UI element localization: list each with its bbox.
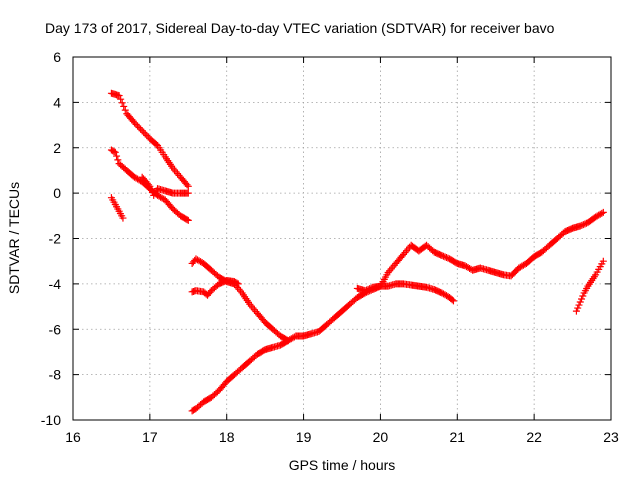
data-point-marker	[439, 252, 447, 260]
data-point-marker	[366, 285, 374, 293]
series-track-g	[188, 208, 607, 415]
data-point-marker	[183, 216, 191, 224]
data-point-marker	[121, 106, 129, 114]
data-point-marker	[581, 220, 589, 228]
data-point-marker	[249, 304, 257, 312]
data-point-marker	[575, 301, 583, 309]
x-tick-label: 21	[449, 429, 465, 445]
y-tick-label: -6	[49, 321, 62, 337]
series-track-e	[188, 255, 292, 345]
data-point-marker	[115, 92, 123, 100]
data-point-marker	[576, 222, 584, 230]
data-point-marker	[119, 214, 127, 222]
data-point-marker	[441, 253, 449, 261]
grid	[73, 57, 611, 420]
data-point-marker	[146, 182, 154, 190]
data-point-marker	[145, 181, 153, 189]
y-tick-label: -10	[41, 412, 61, 428]
x-tick-label: 23	[603, 429, 619, 445]
data-point-marker	[137, 125, 145, 133]
data-point-marker	[250, 306, 258, 314]
data-point-marker	[138, 127, 146, 135]
data-point-marker	[599, 208, 607, 216]
data-point-marker	[598, 209, 606, 217]
data-point-marker	[387, 265, 395, 273]
series-track-h	[353, 280, 457, 305]
data-point-marker	[110, 148, 118, 156]
data-point-marker	[117, 95, 125, 103]
y-tick-label: -4	[49, 276, 62, 292]
data-point-marker	[579, 292, 587, 300]
data-point-marker	[578, 221, 586, 229]
data-point-marker	[134, 122, 142, 130]
axis-ticks: 16 17 18 19 20 21 22 23 -10 -8 -6 -4 -2 0 2 4 6	[41, 49, 619, 445]
y-tick-label: -8	[49, 367, 62, 383]
data-point-marker	[363, 286, 371, 294]
x-tick-label: 16	[65, 429, 81, 445]
data-point-marker	[574, 304, 582, 312]
data-point-marker	[111, 148, 119, 156]
data-point-marker	[135, 124, 143, 132]
data-point-marker	[449, 297, 457, 305]
data-point-marker	[235, 285, 243, 293]
data-point-marker	[438, 252, 446, 260]
y-tick-label: 0	[53, 185, 61, 201]
data-point-marker	[361, 287, 369, 295]
data-point-marker	[578, 295, 586, 303]
x-tick-label: 18	[219, 429, 235, 445]
series-track-d	[107, 194, 127, 222]
data-point-marker	[140, 128, 148, 136]
x-tick-label: 20	[373, 429, 389, 445]
data-point-marker	[389, 263, 397, 271]
y-tick-label: -2	[49, 231, 62, 247]
chart-title: Day 173 of 2017, Sidereal Day-to-day VTE…	[45, 20, 555, 36]
data-point-marker	[174, 170, 182, 178]
data-series	[107, 89, 607, 415]
series-track-a	[107, 89, 192, 190]
data-point-marker	[147, 185, 155, 193]
x-tick-label: 19	[296, 429, 312, 445]
data-point-marker	[141, 130, 149, 138]
data-point-marker	[448, 296, 456, 304]
data-point-marker	[403, 247, 411, 255]
x-axis-label: GPS time / hours	[289, 457, 396, 473]
data-point-marker	[132, 120, 140, 128]
data-point-marker	[599, 257, 607, 265]
y-axis-label: SDTVAR / TECUs	[6, 182, 22, 294]
data-point-marker	[576, 298, 584, 306]
series-track-i	[572, 257, 607, 315]
x-tick-label: 17	[142, 429, 158, 445]
y-tick-label: 4	[53, 94, 61, 110]
y-tick-label: 6	[53, 49, 61, 65]
data-point-marker	[579, 221, 587, 229]
data-point-marker	[114, 156, 122, 164]
data-point-marker	[572, 307, 580, 315]
y-tick-label: 2	[53, 140, 61, 156]
x-tick-label: 22	[526, 429, 542, 445]
plot-frame	[72, 56, 612, 421]
data-point-marker	[184, 189, 192, 197]
data-point-marker	[120, 102, 128, 110]
data-point-marker	[233, 279, 241, 287]
data-point-marker	[443, 254, 451, 262]
data-point-marker	[234, 280, 242, 288]
data-point-marker	[118, 99, 126, 107]
data-point-marker	[113, 152, 121, 160]
data-point-marker	[364, 285, 372, 293]
data-point-marker	[183, 181, 191, 189]
data-point-marker	[143, 131, 151, 139]
data-point-marker	[172, 168, 180, 176]
data-point-marker	[184, 182, 192, 190]
data-point-marker	[184, 216, 192, 224]
series-track-c	[138, 173, 192, 199]
data-point-marker	[130, 119, 138, 127]
series-track-f	[188, 276, 242, 299]
